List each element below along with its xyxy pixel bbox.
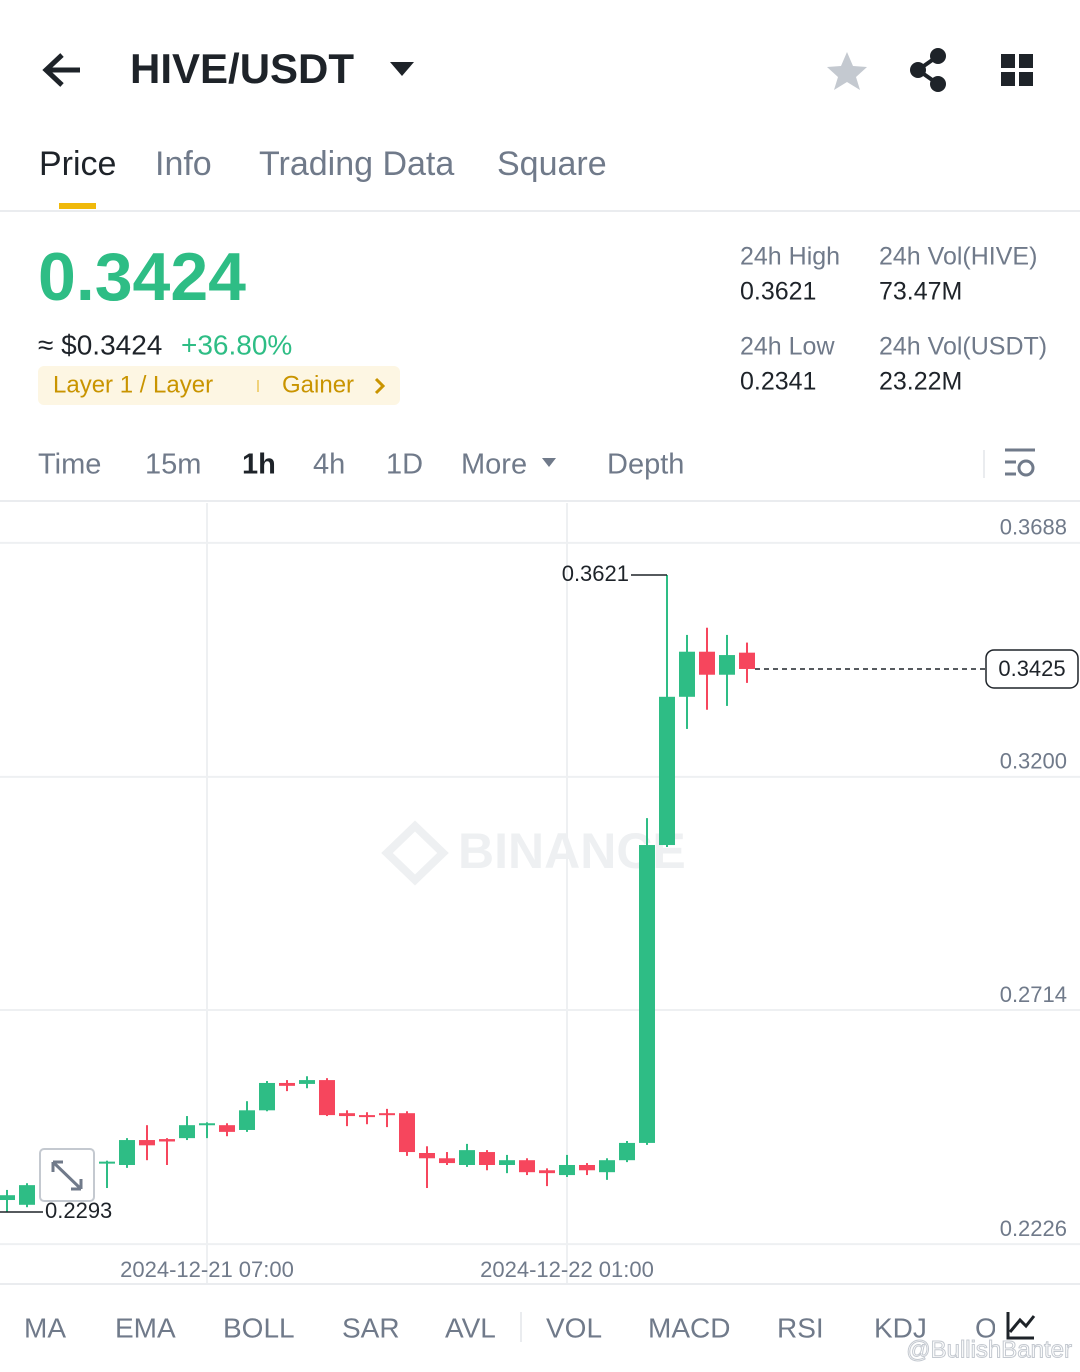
x-tick-label: 2024-12-22 01:00 — [480, 1257, 654, 1282]
last-price-label: 0.3425 — [998, 656, 1065, 681]
indicator[interactable]: EMA — [115, 1312, 176, 1343]
candle-body — [99, 1161, 115, 1164]
interval[interactable]: Depth — [607, 449, 684, 481]
stat-value: 73.47M — [879, 278, 962, 306]
fullscreen-icon — [51, 1160, 83, 1191]
watermark-logo — [381, 820, 449, 886]
candle-body — [379, 1113, 395, 1116]
interval[interactable]: 1h — [242, 449, 276, 481]
candle-body — [239, 1110, 255, 1130]
candle-body — [199, 1123, 215, 1126]
last-price-box — [985, 649, 1079, 689]
candle-body — [479, 1152, 495, 1165]
candle-body — [699, 651, 715, 675]
candle-body — [419, 1153, 435, 1159]
stat-label: 24h High — [740, 243, 840, 271]
stat-label: 24h Vol(USDT) — [879, 333, 1047, 361]
stat-value: 0.3621 — [740, 278, 816, 306]
candle-body — [539, 1170, 555, 1174]
indicator[interactable]: RSI — [777, 1312, 824, 1343]
interval[interactable]: 4h — [313, 449, 345, 481]
candle-body — [159, 1139, 175, 1142]
y-tick-label: 0.3688 — [1000, 515, 1067, 540]
candle-body — [439, 1158, 455, 1164]
indicator[interactable]: SAR — [342, 1312, 400, 1343]
candle-body — [119, 1140, 135, 1165]
indicator[interactable]: KDJ — [874, 1312, 927, 1343]
candle-body — [619, 1142, 635, 1161]
interval[interactable]: Time — [38, 449, 101, 481]
indicator-settings-icon[interactable] — [1006, 1312, 1036, 1340]
active-tab-indicator — [59, 203, 96, 209]
candle-body — [739, 652, 755, 669]
back-button[interactable] — [42, 53, 80, 87]
tab[interactable]: Info — [155, 145, 212, 183]
candle-body — [559, 1164, 575, 1176]
high-label: 0.3621 — [562, 561, 629, 586]
tab[interactable]: Trading Data — [259, 145, 454, 183]
tab[interactable]: Price — [39, 145, 116, 183]
tag[interactable]: Layer 1 / Layer — [53, 371, 213, 398]
candle-body — [679, 651, 695, 697]
favorite-icon[interactable] — [827, 52, 867, 90]
interval[interactable]: More — [461, 449, 527, 481]
candle-body — [399, 1113, 415, 1153]
candle-body — [219, 1125, 235, 1132]
share-icon[interactable] — [910, 48, 946, 92]
indicator[interactable]: MA — [24, 1312, 66, 1343]
candle-body — [0, 1195, 15, 1201]
candle-body — [339, 1113, 355, 1117]
candle-body — [179, 1125, 195, 1139]
interval[interactable]: 1D — [386, 449, 423, 481]
candle-body — [519, 1160, 535, 1173]
last-price: 0.3424 — [38, 239, 246, 315]
tab[interactable]: Square — [497, 145, 607, 183]
indicator[interactable]: VOL — [546, 1312, 602, 1343]
stat-label: 24h Low — [740, 333, 835, 361]
tag-arrow — [374, 377, 386, 395]
stat-value: 23.22M — [879, 368, 962, 396]
indicator[interactable]: BOLL — [223, 1312, 295, 1343]
tag-box[interactable] — [38, 366, 400, 405]
usd-price: ≈ $0.3424 — [38, 329, 162, 360]
tag[interactable]: Gainer — [282, 371, 354, 398]
indicator[interactable]: MACD — [648, 1312, 730, 1343]
y-tick-label: 0.2714 — [1000, 982, 1067, 1007]
indicator[interactable]: O — [975, 1312, 997, 1343]
stat-value: 0.2341 — [740, 368, 816, 396]
candle-body — [499, 1160, 515, 1165]
candle-body — [359, 1115, 375, 1118]
candle-body — [139, 1140, 155, 1146]
chart-settings-icon[interactable] — [1005, 448, 1035, 477]
stat-label: 24h Vol(HIVE) — [879, 243, 1037, 271]
indicator[interactable]: AVL — [445, 1312, 496, 1343]
pair[interactable]: HIVE/USDT — [130, 45, 354, 92]
candle-body — [19, 1185, 35, 1205]
watermark-text: @BullishBanter — [906, 1336, 1072, 1363]
candle-body — [319, 1080, 335, 1116]
candle-body — [459, 1150, 475, 1165]
candle-body — [259, 1082, 275, 1111]
candle-body — [579, 1164, 595, 1171]
more-dropdown[interactable] — [542, 458, 556, 467]
candle-body — [719, 655, 735, 675]
x-tick-label: 2024-12-21 07:00 — [120, 1257, 294, 1282]
candle-body — [659, 696, 675, 846]
candle-body — [299, 1080, 315, 1084]
candle-body — [279, 1082, 295, 1086]
y-tick-label: 0.3200 — [1000, 749, 1067, 774]
indicator-settings-bg — [995, 1305, 1040, 1350]
candle-body — [639, 845, 655, 1143]
interval[interactable]: 15m — [145, 449, 201, 481]
pair-dropdown[interactable] — [390, 62, 414, 76]
price-change: +36.80% — [181, 329, 292, 360]
layout-icon[interactable] — [1001, 54, 1033, 86]
y-tick-label: 0.2226 — [1000, 1216, 1067, 1241]
candle-body — [599, 1160, 615, 1173]
